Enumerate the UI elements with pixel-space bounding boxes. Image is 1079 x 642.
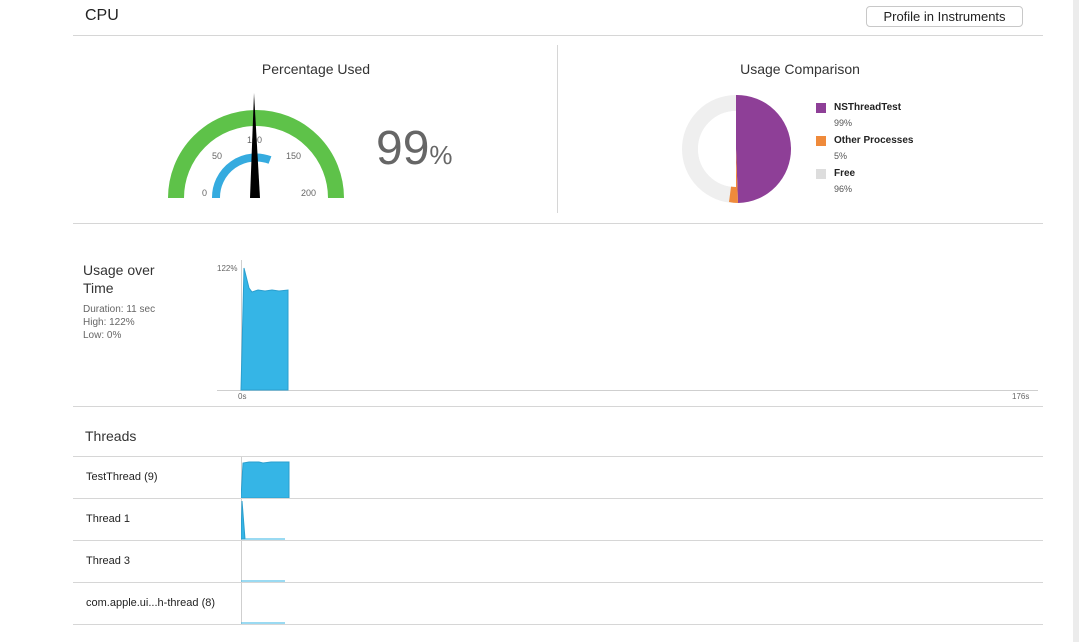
profile-in-instruments-button[interactable]: Profile in Instruments	[866, 6, 1023, 27]
thread-axis-0	[241, 457, 242, 498]
vertical-scrollbar[interactable]	[1073, 0, 1079, 642]
gauge-tick-0: 0	[202, 188, 207, 198]
threads-title: Threads	[85, 428, 137, 444]
usage-y-axis	[241, 260, 242, 391]
thread-row-label-com-apple-ui-thread[interactable]: com.apple.ui...h-thread (8)	[86, 597, 216, 609]
usage-meta: Duration: 11 sec High: 122% Low: 0%	[83, 303, 155, 342]
usage-low: Low: 0%	[83, 330, 122, 341]
usage-x-end-label: 176s	[1012, 392, 1030, 401]
percentage-value: 99	[376, 122, 430, 175]
thread-area-thread-1	[241, 500, 246, 540]
thread-axis-2	[241, 541, 242, 582]
thread-area-testthread	[241, 461, 290, 498]
percentage-readout: 99%	[376, 121, 453, 176]
percentage-unit: %	[429, 140, 453, 170]
thread-row-label-thread-3[interactable]: Thread 3	[86, 555, 131, 567]
thread-row-label-testthread[interactable]: TestThread (9)	[86, 471, 158, 483]
cpu-gauge: 0 50 100 150 200	[168, 93, 344, 199]
threads-divider-1	[73, 498, 1043, 499]
threads-divider-3	[73, 582, 1043, 583]
thread-graph-thread-3	[241, 580, 285, 582]
header-divider	[73, 35, 1043, 36]
section-divider-1	[73, 223, 1043, 224]
thread-axis-3	[241, 583, 242, 624]
legend-value-other-processes: 5%	[834, 151, 848, 161]
usage-x-start-label: 0s	[238, 392, 247, 401]
gauge-tick-200: 200	[301, 188, 316, 198]
gauge-tick-150: 150	[286, 151, 301, 161]
usage-high: High: 122%	[83, 317, 135, 328]
gauge-inner-arc	[211, 153, 272, 199]
donut-hole	[698, 111, 736, 187]
legend-name-free: Free	[834, 168, 856, 179]
section-divider-2	[73, 406, 1043, 407]
usage-title-line2: Time	[83, 280, 114, 296]
usage-comparison-title: Usage Comparison	[740, 61, 860, 77]
legend-value-free: 96%	[834, 184, 853, 194]
usage-x-axis	[217, 390, 1038, 391]
legend-swatch-nsthreadtest	[816, 103, 826, 113]
threads-divider-0	[73, 456, 1043, 457]
threads-divider-4	[73, 624, 1043, 625]
usage-y-max-label: 122%	[217, 264, 238, 273]
usage-area	[240, 267, 289, 391]
thread-graph-thread-1	[241, 500, 285, 540]
legend-swatch-other-processes	[816, 136, 826, 146]
usage-area-chart	[240, 267, 289, 391]
legend-name-nsthreadtest: NSThreadTest	[834, 102, 902, 113]
gauge-tick-50: 50	[212, 151, 222, 161]
gauge-outer-arc	[168, 110, 344, 199]
gauge-needle	[250, 93, 260, 198]
panel-divider	[557, 45, 558, 213]
legend-value-nsthreadtest: 99%	[834, 118, 853, 128]
page-title: CPU	[85, 7, 119, 24]
donut-nsthreadtest-slice	[736, 94, 792, 203]
legend-name-other-processes: Other Processes	[834, 135, 914, 146]
thread-graph-com-apple-ui-thread	[241, 622, 285, 624]
threads-divider-2	[73, 540, 1043, 541]
thread-row-label-thread-1[interactable]: Thread 1	[86, 513, 131, 525]
usage-duration: Duration: 11 sec	[83, 304, 156, 315]
usage-donut-chart	[682, 94, 792, 203]
percentage-used-title: Percentage Used	[261, 61, 371, 77]
thread-graph-testthread	[241, 461, 290, 498]
usage-over-time-title: Usage over Time	[83, 261, 155, 297]
usage-title-line1: Usage over	[83, 262, 155, 278]
legend-swatch-free	[816, 169, 826, 179]
